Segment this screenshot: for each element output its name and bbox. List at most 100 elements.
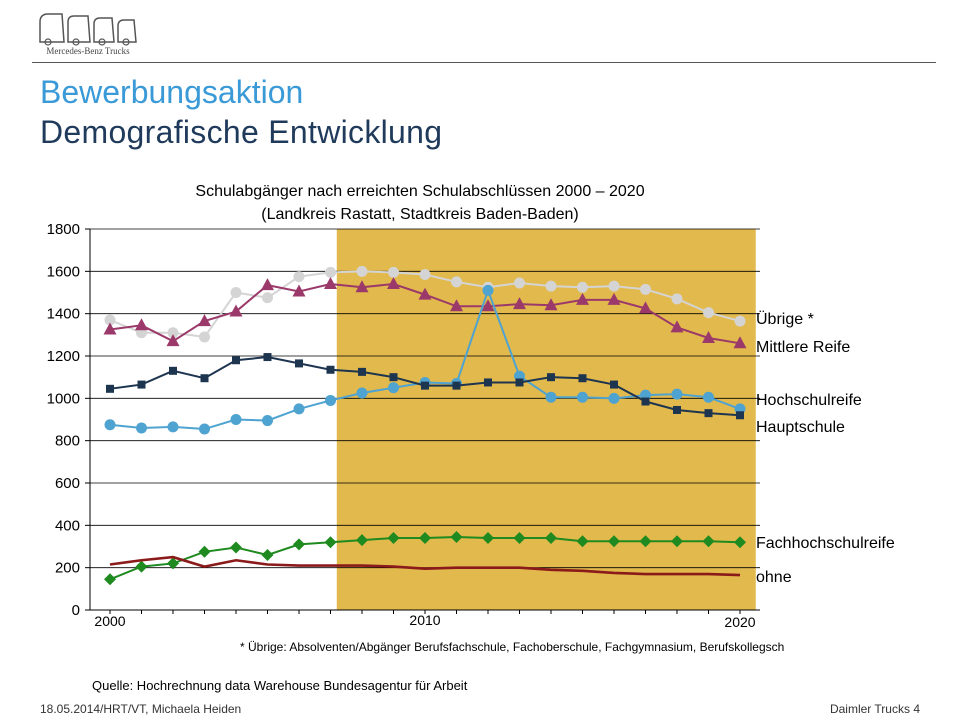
data-point	[513, 532, 526, 545]
page-title: Bewerbungsaktion	[40, 74, 304, 110]
data-point	[578, 374, 587, 383]
data-point	[482, 532, 494, 545]
data-point	[451, 276, 462, 288]
data-point	[103, 322, 117, 335]
data-point	[388, 266, 399, 278]
data-point	[577, 391, 588, 403]
header-divider	[32, 62, 936, 63]
data-point	[389, 373, 398, 382]
data-point	[608, 535, 620, 548]
data-point	[261, 278, 274, 291]
data-point	[324, 277, 337, 290]
data-point	[610, 380, 618, 389]
data-point	[199, 423, 210, 435]
y-tick-label: 600	[55, 475, 80, 492]
series-label-uebrige: Übrige *	[756, 311, 814, 328]
x-tick-label: 2020	[724, 614, 755, 630]
data-point	[639, 535, 652, 548]
data-point	[198, 545, 211, 558]
data-point	[673, 405, 681, 414]
data-point	[484, 378, 492, 387]
data-point	[199, 331, 210, 343]
data-point	[545, 391, 557, 403]
x-tick-label: 2000	[94, 613, 125, 629]
series-label-fachhochschulreife: Fachhochschulreife	[756, 535, 895, 552]
data-point	[513, 297, 526, 310]
data-point	[736, 411, 744, 420]
data-point	[641, 397, 650, 406]
data-point	[670, 320, 684, 333]
data-point	[263, 353, 272, 362]
data-point	[703, 391, 714, 403]
data-point	[136, 422, 147, 434]
data-point	[514, 277, 525, 289]
data-point	[232, 356, 240, 365]
data-point	[104, 573, 116, 586]
data-point	[452, 381, 461, 390]
data-point	[198, 314, 211, 327]
data-point	[137, 380, 146, 389]
series-label-mittlere-reife: Mittlere Reife	[756, 339, 851, 356]
data-point	[450, 530, 463, 543]
data-point	[293, 271, 305, 283]
data-point	[358, 367, 366, 376]
source-note: Quelle: Hochrechnung data Warehouse Bund…	[92, 678, 468, 693]
data-point	[640, 283, 651, 295]
footer-author: 18.05.2014/HRT/VT, Michaela Heiden	[40, 702, 242, 716]
data-point	[482, 284, 494, 296]
y-tick-label: 400	[55, 517, 80, 534]
data-point	[135, 560, 148, 573]
data-point	[734, 315, 746, 327]
data-point	[608, 280, 620, 292]
data-point	[167, 421, 179, 433]
data-point	[292, 284, 306, 297]
data-point	[230, 287, 242, 298]
data-point	[293, 538, 305, 551]
data-point	[356, 387, 368, 399]
y-tick-label: 1800	[47, 221, 80, 238]
y-tick-label: 1200	[47, 348, 80, 365]
forecast-highlight-area	[336, 229, 756, 610]
data-point	[481, 299, 495, 312]
chart-title-line1: Schulabgänger nach erreichten Schulabsch…	[195, 183, 645, 200]
data-point	[639, 301, 652, 314]
data-point	[229, 304, 243, 317]
data-point	[734, 536, 746, 549]
data-point	[324, 536, 337, 549]
data-point	[545, 532, 557, 545]
data-point	[169, 366, 177, 375]
data-point	[418, 287, 432, 300]
data-point	[262, 415, 273, 427]
data-point	[576, 292, 589, 305]
data-point	[704, 409, 713, 418]
data-point	[104, 419, 116, 431]
series-line-5	[109, 555, 741, 577]
data-point	[421, 381, 429, 390]
y-tick-label: 1600	[47, 263, 80, 280]
data-point	[106, 384, 114, 393]
data-point	[419, 269, 431, 281]
data-point	[702, 331, 715, 344]
data-point	[295, 359, 303, 368]
series-label-ohne: ohne	[756, 569, 792, 586]
data-point	[200, 374, 209, 383]
data-point	[293, 403, 305, 415]
mercedes-benz-trucks-logo	[39, 13, 137, 46]
data-point	[671, 388, 683, 400]
data-point	[388, 382, 399, 394]
data-point	[607, 292, 621, 305]
data-point	[419, 532, 431, 545]
footer-page: Daimler Trucks 4	[829, 702, 920, 716]
data-point	[703, 307, 714, 319]
data-point	[576, 535, 589, 548]
data-point	[167, 557, 179, 570]
data-point	[545, 280, 557, 292]
y-tick-label: 1000	[47, 390, 80, 407]
data-point	[671, 293, 683, 305]
data-point	[166, 334, 180, 347]
data-point	[515, 378, 524, 387]
data-point	[608, 392, 620, 404]
data-point	[262, 292, 273, 304]
page-subtitle: Demografische Entwicklung	[40, 114, 443, 150]
